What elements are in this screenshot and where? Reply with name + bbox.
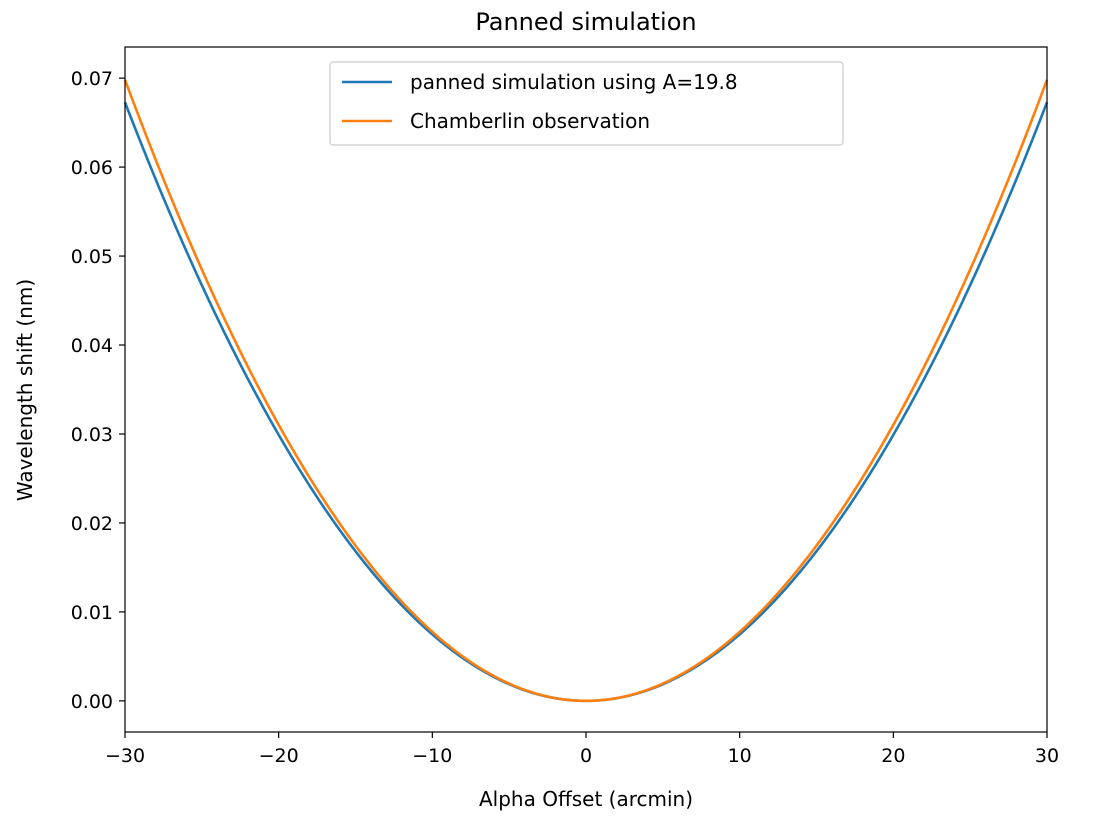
legend: panned simulation using A=19.8 Chamberli…: [329, 61, 844, 146]
y-tick-label: 0.06: [71, 157, 113, 179]
series-line-1: [123, 79, 1049, 703]
y-tick-label: 0.05: [71, 246, 113, 268]
x-tick-label: 30: [1035, 745, 1059, 767]
x-tick-label: 0: [580, 745, 592, 767]
x-axis-label: Alpha Offset (arcmin): [479, 787, 693, 811]
y-axis-ticks: 0.00 0.01 0.02 0.03 0.04 0.05 0.06 0.07: [71, 68, 125, 713]
legend-frame: [329, 61, 844, 146]
y-tick-label: 0.04: [71, 335, 113, 357]
y-axis-label: Wavelength shift (nm): [13, 279, 37, 501]
y-tick-label: 0.03: [71, 424, 113, 446]
x-tick-label: 20: [881, 745, 905, 767]
x-tick-label: −30: [105, 745, 145, 767]
plot-area: [123, 46, 1049, 733]
legend-label-simulation: panned simulation using A=19.8: [410, 70, 738, 94]
y-tick-label: 0.02: [71, 513, 113, 535]
x-tick-label: −10: [412, 745, 452, 767]
x-tick-label: −20: [259, 745, 299, 767]
chart-title: Panned simulation: [475, 8, 696, 36]
y-tick-label: 0.07: [71, 68, 113, 90]
y-tick-label: 0.00: [71, 691, 113, 713]
x-tick-label: 10: [728, 745, 752, 767]
legend-label-observation: Chamberlin observation: [410, 109, 650, 133]
plot-background: [125, 47, 1047, 732]
series-group: [123, 79, 1049, 703]
y-tick-label: 0.01: [71, 602, 113, 624]
x-axis-ticks: −30 −20 −10 0 10 20 30: [105, 732, 1059, 767]
